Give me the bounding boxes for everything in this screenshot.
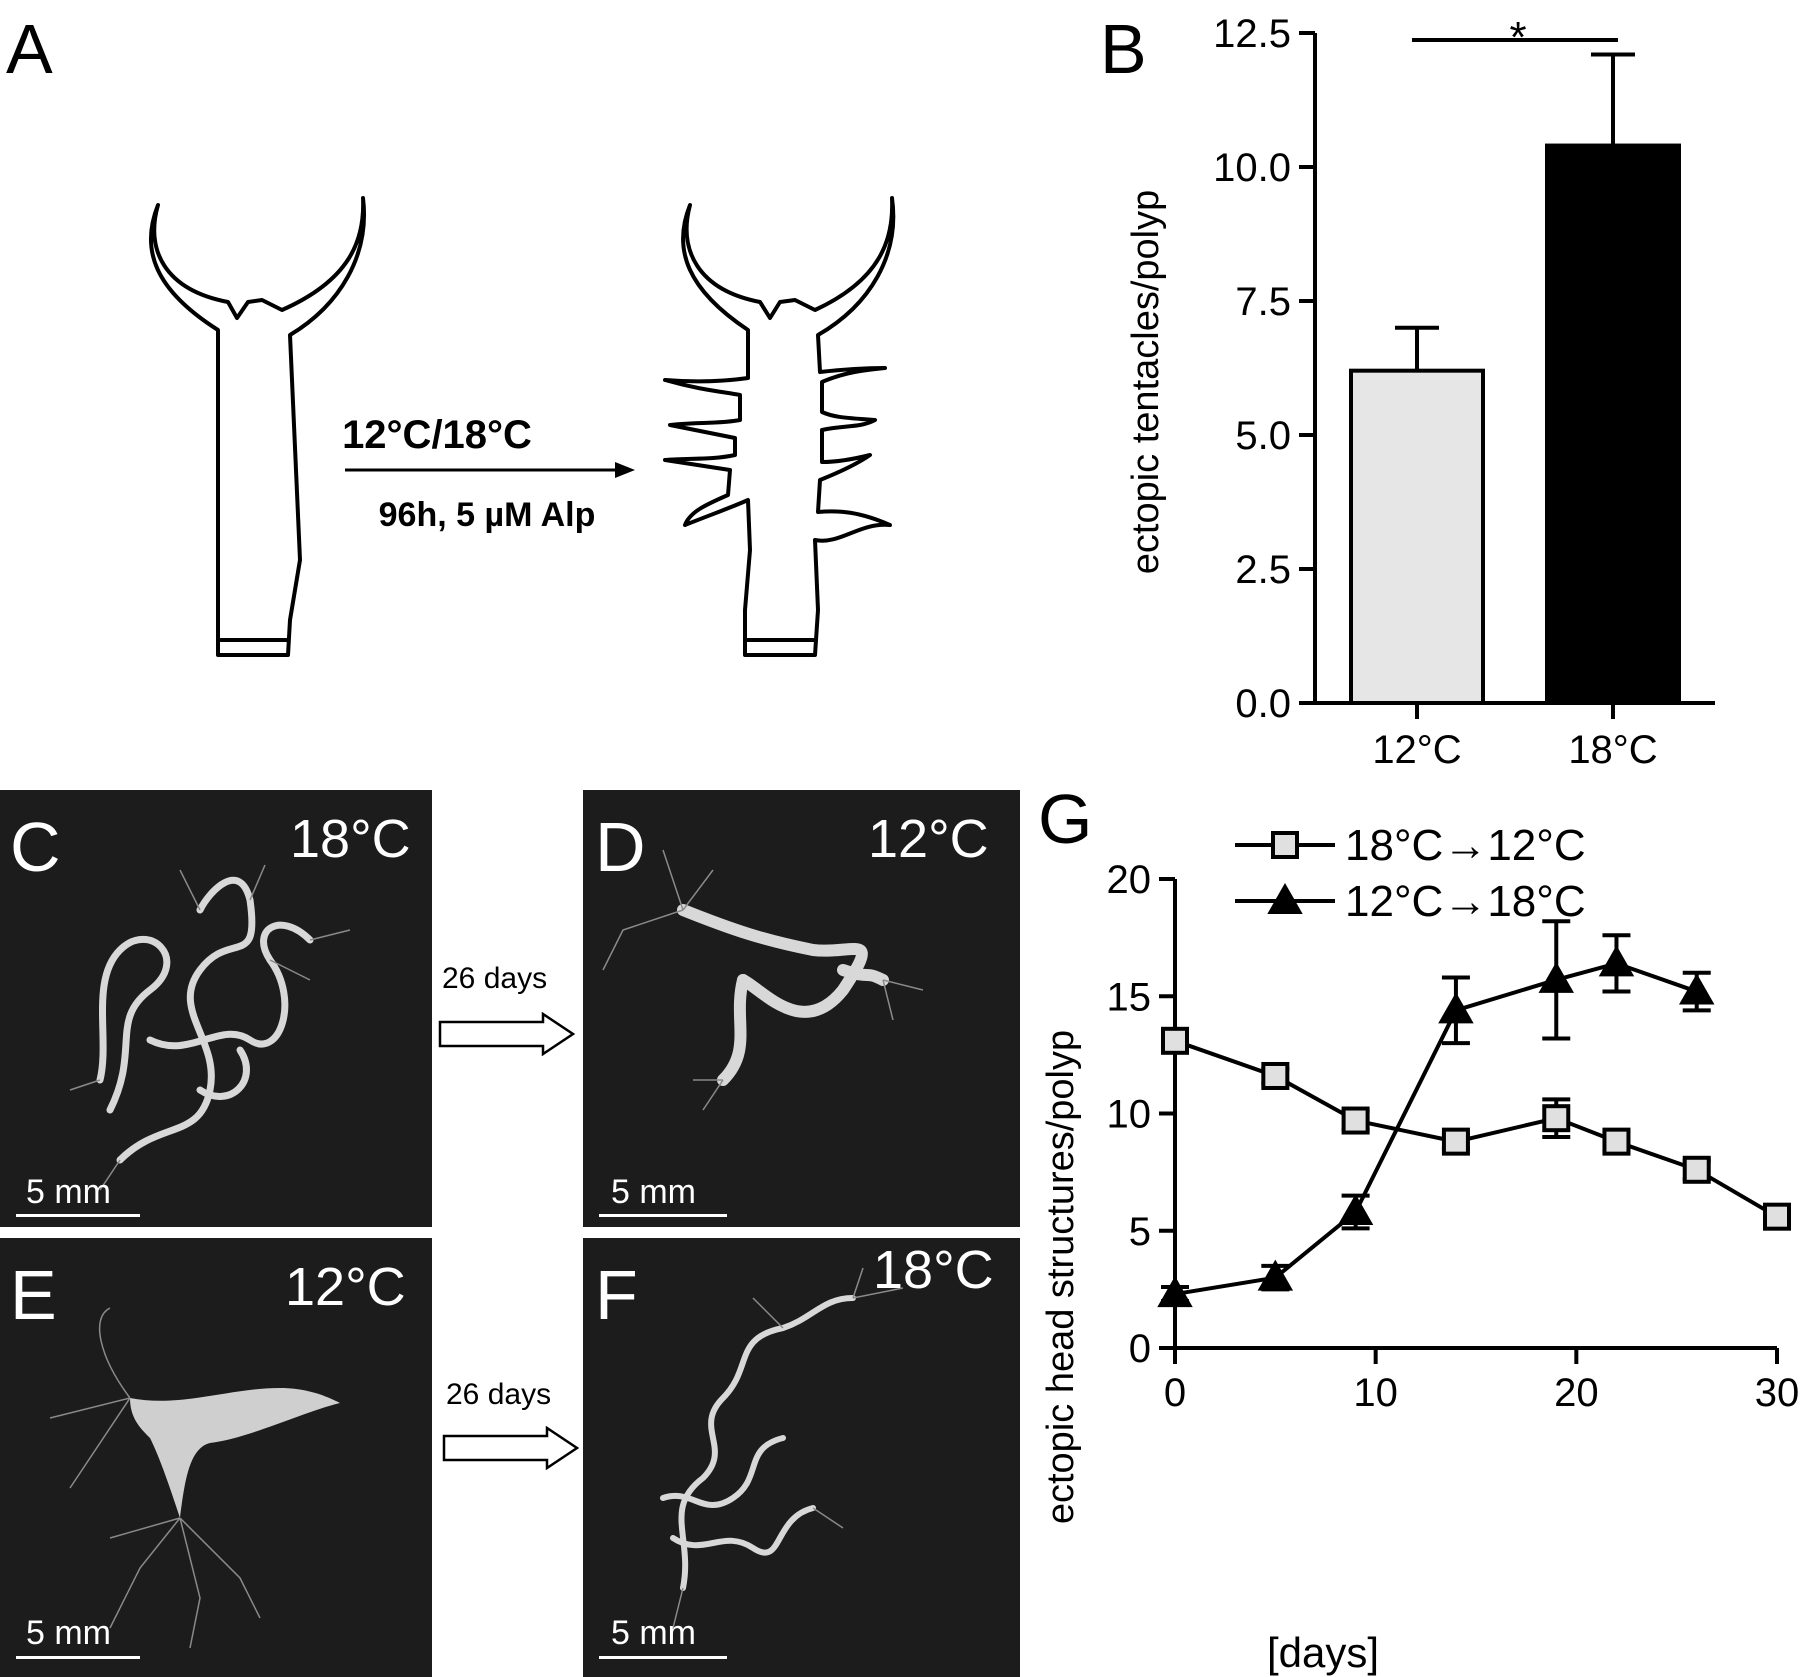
- line-x-tick-label: 0: [1164, 1371, 1186, 1415]
- hydra-ectopic-outline: [663, 196, 896, 657]
- line-y-tick-label: 15: [1107, 975, 1152, 1019]
- polyp-image: [602, 849, 924, 1111]
- panel-letter-b: B: [1100, 10, 1147, 88]
- data-point-triangle: [1157, 1276, 1193, 1308]
- temp-label-e: 12°C: [285, 1257, 406, 1317]
- polyp-image: [660, 1267, 904, 1629]
- data-point-square: [1763, 1202, 1791, 1231]
- time-arrow-bottom: [442, 1426, 580, 1470]
- scale-text-e: 5 mm: [26, 1614, 111, 1652]
- data-point-square: [1271, 831, 1299, 859]
- data-point-square: [1261, 1061, 1290, 1090]
- scale-bar-e: [16, 1656, 140, 1659]
- data-point-square: [1341, 1106, 1370, 1135]
- data-point-square: [1602, 1127, 1631, 1156]
- data-point-triangle: [1267, 882, 1303, 914]
- time-label-top: 26 days: [442, 962, 548, 995]
- data-point-triangle: [1438, 992, 1474, 1024]
- photo-panel-e: E 12°C 5 mm: [0, 1238, 432, 1677]
- time-arrow-top: [438, 1012, 576, 1056]
- panel-letter-c: C: [10, 808, 61, 886]
- line-chart: 0 5 10 15 20 0 10 20 30 18°C→12°C 12°C→18°C ectop…: [1040, 821, 1800, 1676]
- photo-panel-f: F 18°C 5 mm: [583, 1238, 1020, 1677]
- time-label-bottom: 26 days: [446, 1378, 552, 1411]
- scale-text-c: 5 mm: [26, 1173, 111, 1211]
- line-y-tick-label: 5: [1129, 1210, 1151, 1254]
- temp-label-f: 18°C: [873, 1240, 994, 1300]
- polyp-image: [49, 1307, 340, 1649]
- line-chart-xlabel: [days]: [1267, 1629, 1379, 1676]
- data-point-triangle: [1337, 1193, 1374, 1225]
- significance-star: *: [1509, 13, 1526, 62]
- bar: [1349, 368, 1485, 705]
- bar-y-tick-label: 12.5: [1213, 12, 1291, 56]
- data-point-square: [1441, 1127, 1470, 1156]
- scale-text-f: 5 mm: [611, 1614, 696, 1652]
- line-chart-ylabel: ectopic head structures/polyp: [1040, 1030, 1082, 1524]
- bar: [1545, 143, 1681, 705]
- panel-letter-a: A: [6, 10, 53, 88]
- panel-letter-e: E: [10, 1256, 57, 1334]
- data-point-square: [1682, 1155, 1711, 1184]
- data-point-square: [1542, 1104, 1571, 1133]
- bar-y-tick-label: 7.5: [1235, 280, 1291, 324]
- bar-y-tick-label: 0.0: [1235, 682, 1291, 726]
- panel-letter-f: F: [595, 1256, 638, 1334]
- line-y-tick-label: 0: [1129, 1327, 1151, 1371]
- bar-y-tick-label: 5.0: [1235, 414, 1291, 458]
- legend-label: 18°C→12°C: [1345, 821, 1586, 870]
- hydra-normal-outline: [148, 196, 366, 657]
- panel-letter-d: D: [595, 808, 646, 886]
- photo-panel-d: D 12°C 5 mm: [583, 790, 1020, 1227]
- condition-label: 12°C/18°C: [342, 413, 532, 457]
- line-y-tick-label: 10: [1107, 1093, 1152, 1137]
- data-point-triangle: [1598, 945, 1635, 977]
- data-point-square: [1161, 1026, 1189, 1055]
- bar-y-tick-label: 2.5: [1235, 548, 1291, 592]
- scale-bar-c: [16, 1214, 140, 1217]
- treatment-label: 96h, 5 µM Alp: [379, 496, 596, 534]
- panel-letter-g: G: [1038, 780, 1093, 858]
- line-x-tick-label: 30: [1755, 1371, 1800, 1415]
- temp-label-c: 18°C: [290, 809, 411, 869]
- line-x-tick-label: 10: [1353, 1371, 1398, 1415]
- legend-label: 12°C→18°C: [1345, 877, 1586, 926]
- bar-x-tick-label: 12°C: [1372, 728, 1461, 772]
- bar-y-tick-label: 10.0: [1213, 146, 1291, 190]
- data-point-triangle: [1679, 973, 1715, 1005]
- scale-bar-f: [599, 1656, 727, 1659]
- line-x-tick-label: 20: [1554, 1371, 1599, 1415]
- line-y-tick-label: 20: [1107, 858, 1152, 902]
- polyp-image: [69, 864, 351, 1191]
- scale-bar-d: [599, 1214, 727, 1217]
- scale-text-d: 5 mm: [611, 1173, 696, 1211]
- data-point-triangle: [1538, 961, 1574, 993]
- hydra-schematic: 12°C/18°C 96h, 5 µM Alp: [148, 196, 896, 657]
- temp-label-d: 12°C: [868, 809, 989, 869]
- photo-panel-c: C 18°C 5 mm: [0, 790, 432, 1227]
- data-point-triangle: [1257, 1259, 1294, 1291]
- bar-chart-ylabel: ectopic tentacles/polyp: [1125, 190, 1167, 574]
- bar-x-tick-label: 18°C: [1568, 728, 1657, 772]
- bar-chart: 0.0 2.5 5.0 7.5 10.0 12.5 12°C 18°C ectopic ten…: [1125, 12, 1715, 772]
